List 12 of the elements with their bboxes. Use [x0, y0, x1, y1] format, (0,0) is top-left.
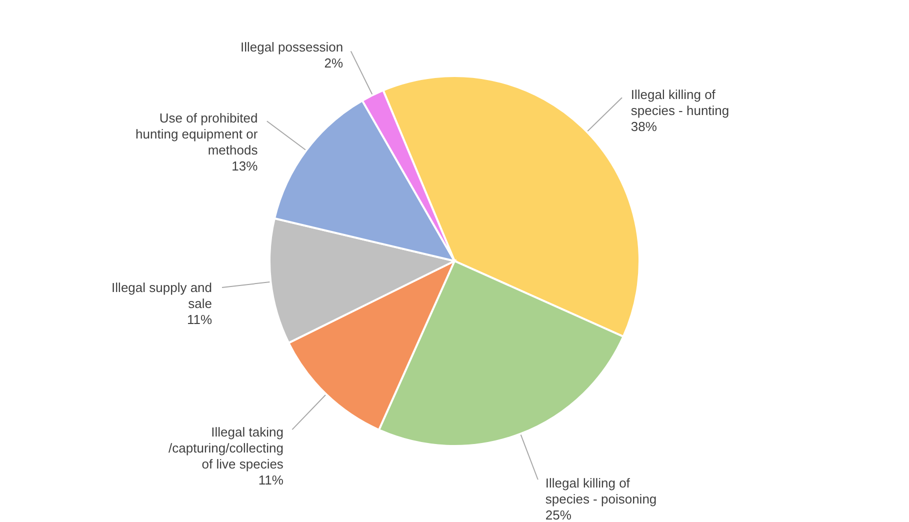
slice-label: Use of prohibited hunting equipment or methods	[136, 110, 258, 158]
data-label: 38%	[630, 118, 658, 134]
data-label: 13%	[232, 158, 258, 174]
slice-label: Illegal taking /capturing/collecting of live species	[168, 424, 284, 472]
slice-label: Illegal possession	[240, 40, 344, 55]
data-label: 11%	[186, 312, 212, 327]
data-label: 2%	[324, 56, 344, 71]
data-label: 11%	[258, 472, 284, 488]
slice-label: Illegal killing of species - hunting	[630, 86, 730, 118]
slice-label: Illegal killing of species - poisoning	[545, 475, 657, 506]
data-label: 25%	[545, 507, 572, 522]
slice-label: Illegal supply and sale	[112, 280, 212, 311]
